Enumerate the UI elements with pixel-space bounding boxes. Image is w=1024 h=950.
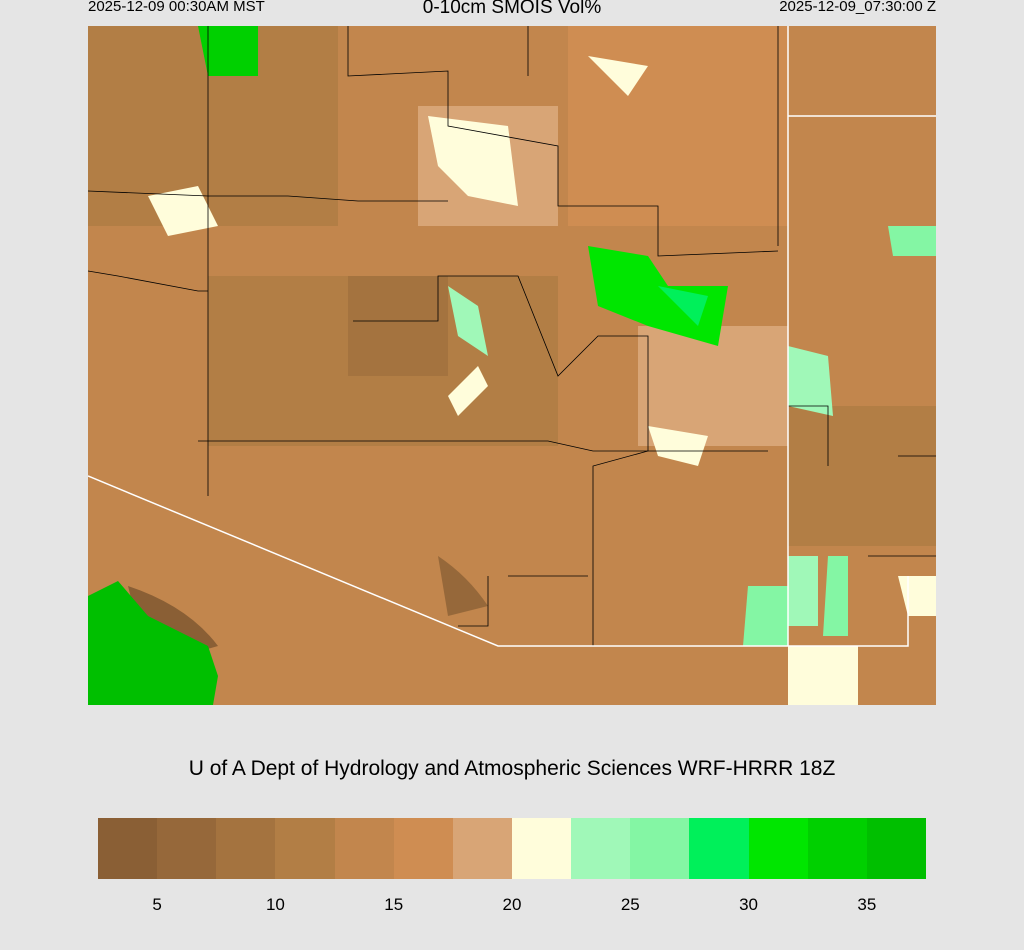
- colorbar-swatch: [157, 818, 217, 879]
- colorbar-swatch: [98, 818, 158, 879]
- colorbar-swatch: [571, 818, 631, 879]
- colorbar-swatch: [275, 818, 335, 879]
- state-boundaries: [88, 26, 936, 646]
- valid-time-utc: 2025-12-09_07:30:00 Z: [779, 0, 936, 15]
- colorbar-tick-label: 15: [384, 895, 404, 914]
- colorbar-tick-label: 25: [620, 895, 640, 914]
- colorbar-swatch: [866, 818, 926, 879]
- colorbar-swatch: [689, 818, 749, 879]
- international-border: [88, 26, 936, 647]
- colorbar-tick-label: 10: [265, 895, 285, 914]
- colorbar-tick-label: 30: [739, 895, 759, 914]
- wet-patches: [88, 26, 936, 705]
- valid-time-local: 2025-12-09 00:30AM MST: [88, 0, 265, 15]
- credit-text: U of A Dept of Hydrology and Atmospheric…: [188, 757, 836, 780]
- colorbar: [98, 818, 926, 879]
- colorbar-tick-label: 5: [152, 895, 162, 914]
- colorbar-tick-label: 20: [502, 895, 522, 914]
- colorbar-ticks: 5 10 15 20 25 30 35: [98, 895, 926, 917]
- colorbar-swatch: [216, 818, 276, 879]
- colorbar-swatch: [334, 818, 394, 879]
- colorbar-swatch: [807, 818, 867, 879]
- colorbar-swatch: [748, 818, 808, 879]
- soil-moisture-map: [88, 26, 936, 705]
- map-title: 0-10cm SMOIS Vol%: [422, 0, 602, 18]
- colorbar-swatch: [630, 818, 690, 879]
- colorbar-swatch: [452, 818, 512, 879]
- colorbar-swatch: [393, 818, 453, 879]
- colorbar-swatch: [511, 818, 572, 879]
- colorbar-tick-label: 35: [857, 895, 877, 914]
